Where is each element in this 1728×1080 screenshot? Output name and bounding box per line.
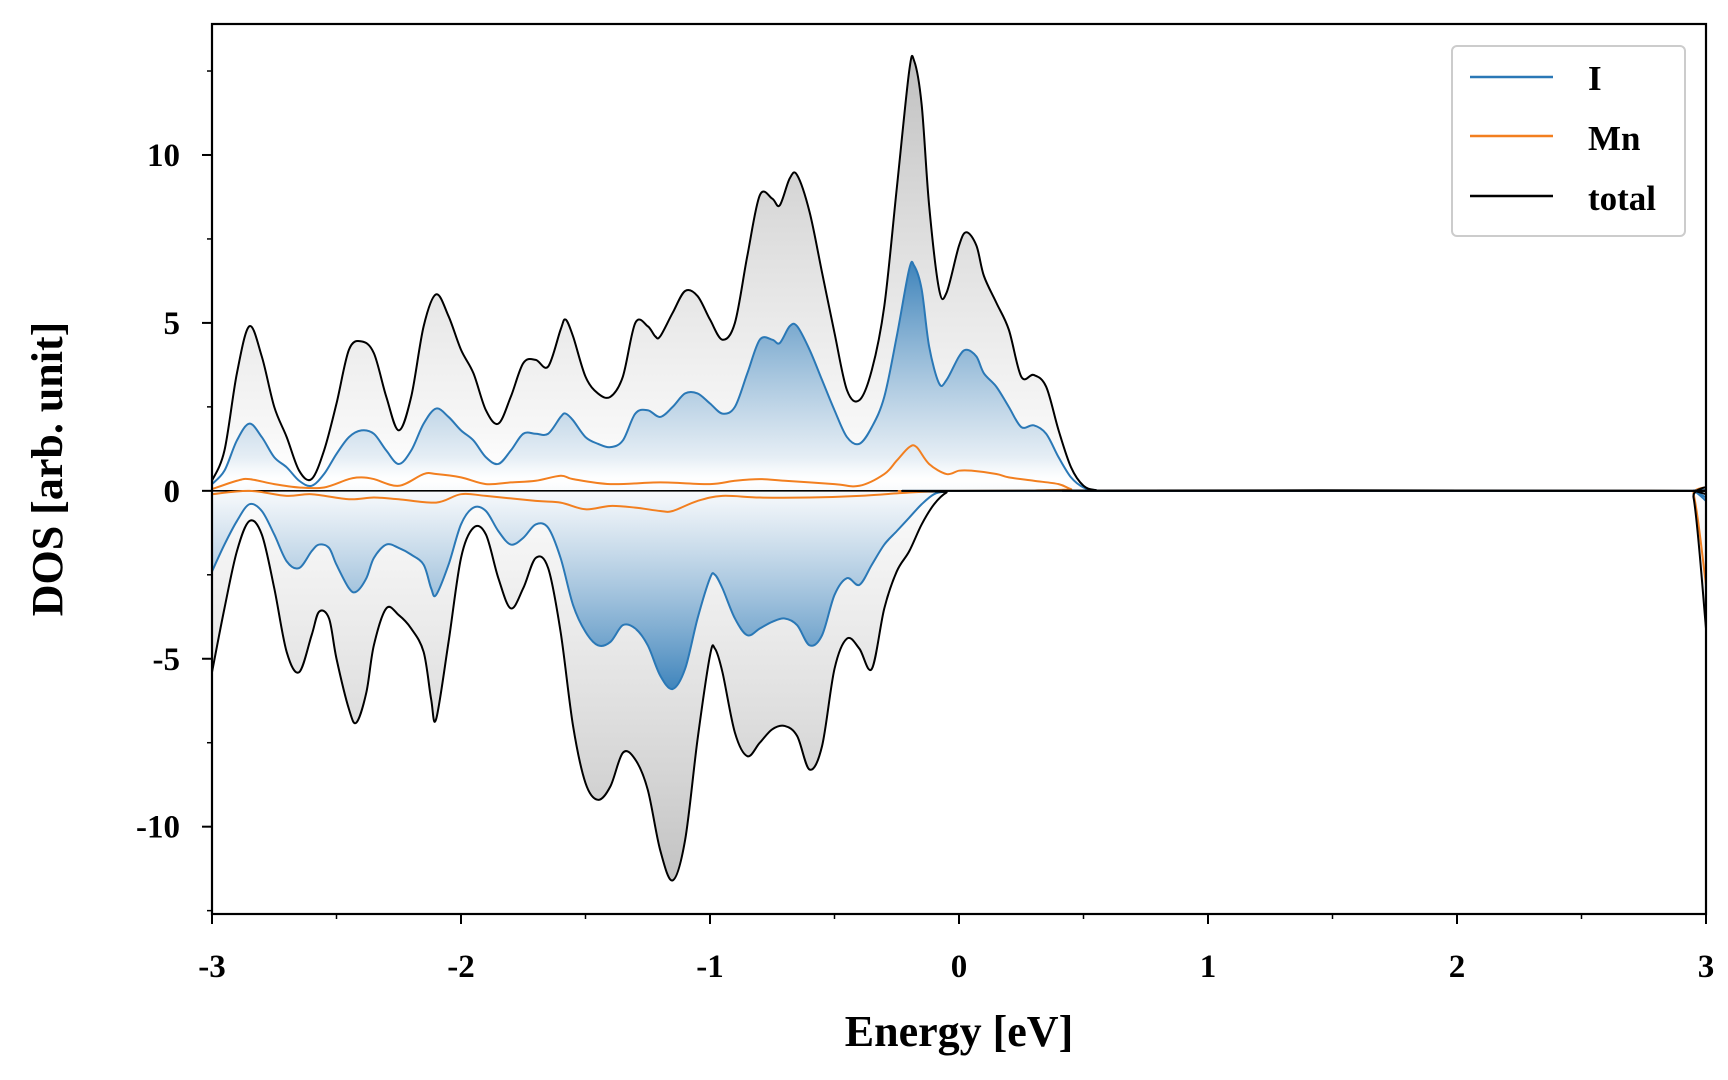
x-tick-label: -1	[696, 949, 724, 985]
line-Mn-spin_up	[212, 444, 1706, 496]
y-tick-label: -10	[136, 810, 180, 846]
x-tick-label: 0	[951, 949, 968, 985]
x-tick-label: -3	[198, 949, 226, 985]
fill-I-spin_down	[212, 490, 1706, 690]
x-tick-label: 3	[1698, 949, 1715, 985]
y-tick-label: 10	[147, 138, 180, 174]
line-I-spin_up	[212, 260, 1706, 499]
legend-label-total: total	[1588, 179, 1656, 218]
legend: I Mn total	[1451, 45, 1686, 237]
y-tick-label: 0	[164, 474, 181, 510]
x-tick-label: -2	[447, 949, 475, 985]
fill-I-spin_up	[212, 261, 1706, 498]
y-tick-label: -5	[153, 642, 181, 678]
x-tick-label: 2	[1449, 949, 1466, 985]
y-tick-label: 5	[164, 306, 181, 342]
legend-box	[1451, 45, 1686, 237]
plot-area	[212, 54, 1706, 882]
fill-total-spin_up	[212, 55, 1706, 495]
line-I-spin_down	[212, 489, 1706, 691]
legend-label-Mn: Mn	[1588, 119, 1641, 158]
line-total-spin_up	[212, 54, 1706, 496]
x-tick-label: 1	[1200, 949, 1217, 985]
line-layer	[212, 54, 1706, 882]
legend-label-I: I	[1588, 59, 1602, 98]
y-axis-ticks: -10 -5 0 5 10	[136, 70, 212, 912]
x-axis-ticks: -3 -2 -1 0 1 2 3	[198, 914, 1714, 985]
x-axis-label: Energy [eV]	[845, 1007, 1074, 1056]
line-total-spin_down	[212, 486, 1706, 882]
y-axis-label: DOS [arb. unit]	[23, 322, 72, 617]
